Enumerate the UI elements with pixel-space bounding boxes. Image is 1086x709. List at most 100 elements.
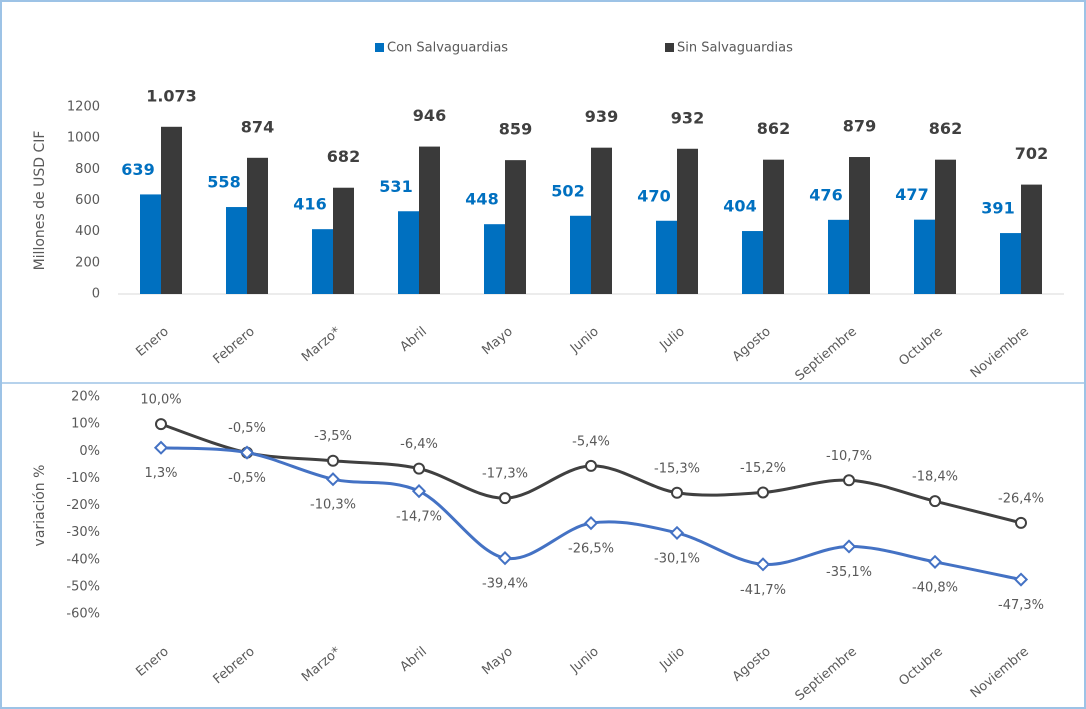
y-tick-label: -30% bbox=[66, 525, 100, 540]
bar bbox=[484, 224, 505, 294]
y-tick-label: 10% bbox=[71, 417, 100, 432]
data-label: -30,1% bbox=[654, 551, 700, 566]
data-label: 416 bbox=[293, 195, 326, 214]
data-label: 859 bbox=[499, 120, 532, 139]
bar bbox=[247, 157, 268, 294]
data-label: 639 bbox=[121, 160, 154, 179]
marker bbox=[1015, 516, 1027, 529]
y-tick-label: -10% bbox=[66, 471, 100, 486]
data-label: 862 bbox=[757, 119, 790, 138]
data-label: -40,8% bbox=[912, 580, 958, 595]
y-tick-label: 400 bbox=[75, 224, 100, 239]
data-label: 879 bbox=[843, 117, 876, 136]
marker bbox=[671, 486, 683, 499]
data-label: 476 bbox=[809, 185, 842, 204]
data-label: 391 bbox=[981, 199, 1014, 218]
bar bbox=[140, 194, 161, 294]
bar bbox=[828, 219, 849, 294]
marker bbox=[239, 445, 255, 460]
marker bbox=[755, 557, 771, 572]
data-label: -6,4% bbox=[400, 437, 438, 452]
data-label: -17,3% bbox=[482, 467, 528, 482]
data-label: 862 bbox=[929, 119, 962, 138]
marker bbox=[585, 459, 597, 472]
bar bbox=[763, 159, 784, 294]
marker bbox=[1013, 572, 1029, 587]
marker bbox=[927, 554, 943, 569]
marker bbox=[929, 495, 941, 508]
data-label: 10,0% bbox=[140, 393, 181, 408]
data-label: 932 bbox=[671, 108, 704, 127]
data-label: -35,1% bbox=[826, 565, 872, 580]
legend-swatch bbox=[665, 43, 674, 52]
y-tick-label: -40% bbox=[66, 552, 100, 567]
marker bbox=[413, 462, 425, 475]
data-label: -26,5% bbox=[568, 542, 614, 557]
marker bbox=[499, 492, 511, 505]
y-tick-label: -50% bbox=[66, 579, 100, 594]
marker bbox=[325, 472, 341, 487]
marker bbox=[843, 474, 855, 487]
marker bbox=[669, 525, 685, 540]
bar bbox=[591, 147, 612, 294]
data-label: -39,4% bbox=[482, 577, 528, 592]
data-label: 502 bbox=[551, 181, 584, 200]
data-label: -10,7% bbox=[826, 449, 872, 464]
data-label: -15,2% bbox=[740, 461, 786, 476]
data-label: 558 bbox=[207, 173, 240, 192]
data-label: -0,5% bbox=[228, 421, 266, 436]
legend-label: Con Salvaguardias bbox=[387, 41, 508, 56]
marker bbox=[411, 484, 427, 499]
bar bbox=[419, 146, 440, 294]
bar bbox=[312, 229, 333, 294]
data-label: -0,5% bbox=[228, 471, 266, 486]
marker bbox=[757, 486, 769, 499]
marker bbox=[841, 539, 857, 554]
marker bbox=[583, 516, 599, 531]
data-label: -3,5% bbox=[314, 429, 352, 444]
y-axis-label: Millones de USD CIF bbox=[32, 131, 48, 271]
legend-label: Sin Salvaguardias bbox=[677, 41, 793, 56]
data-label: 946 bbox=[413, 106, 446, 125]
data-label: -5,4% bbox=[572, 434, 610, 449]
data-label: -47,3% bbox=[998, 598, 1044, 613]
bar bbox=[656, 220, 677, 294]
y-tick-label: -20% bbox=[66, 498, 100, 513]
bar bbox=[226, 207, 247, 294]
data-label: 404 bbox=[723, 197, 756, 216]
bar bbox=[570, 215, 591, 294]
y-tick-label: 0 bbox=[92, 287, 100, 302]
y-tick-label: -60% bbox=[66, 607, 100, 622]
bar bbox=[849, 157, 870, 294]
data-label: -26,4% bbox=[998, 491, 1044, 506]
bar bbox=[333, 187, 354, 294]
data-label: 939 bbox=[585, 107, 618, 126]
data-label: -10,3% bbox=[310, 498, 356, 513]
bar bbox=[677, 148, 698, 294]
y-tick-label: 1200 bbox=[67, 100, 100, 115]
bar bbox=[505, 160, 526, 294]
y-tick-label: 200 bbox=[75, 255, 100, 270]
data-label: 682 bbox=[327, 147, 360, 166]
bar bbox=[914, 219, 935, 294]
data-label: 470 bbox=[637, 186, 670, 205]
bar bbox=[1000, 233, 1021, 294]
data-label: 1.073 bbox=[146, 86, 197, 105]
data-label: 477 bbox=[895, 185, 928, 204]
bar bbox=[161, 126, 182, 294]
marker bbox=[327, 454, 339, 467]
data-label: 1,3% bbox=[144, 466, 177, 481]
bar bbox=[398, 211, 419, 294]
marker bbox=[155, 418, 167, 431]
y-tick-label: 0% bbox=[79, 444, 100, 459]
y-axis-label: variación % bbox=[32, 465, 48, 547]
data-label: -15,3% bbox=[654, 461, 700, 476]
y-tick-label: 800 bbox=[75, 162, 100, 177]
bar bbox=[935, 159, 956, 294]
legend-swatch bbox=[375, 43, 384, 52]
data-label: -18,4% bbox=[912, 470, 958, 485]
y-tick-label: 600 bbox=[75, 193, 100, 208]
bar bbox=[742, 231, 763, 294]
